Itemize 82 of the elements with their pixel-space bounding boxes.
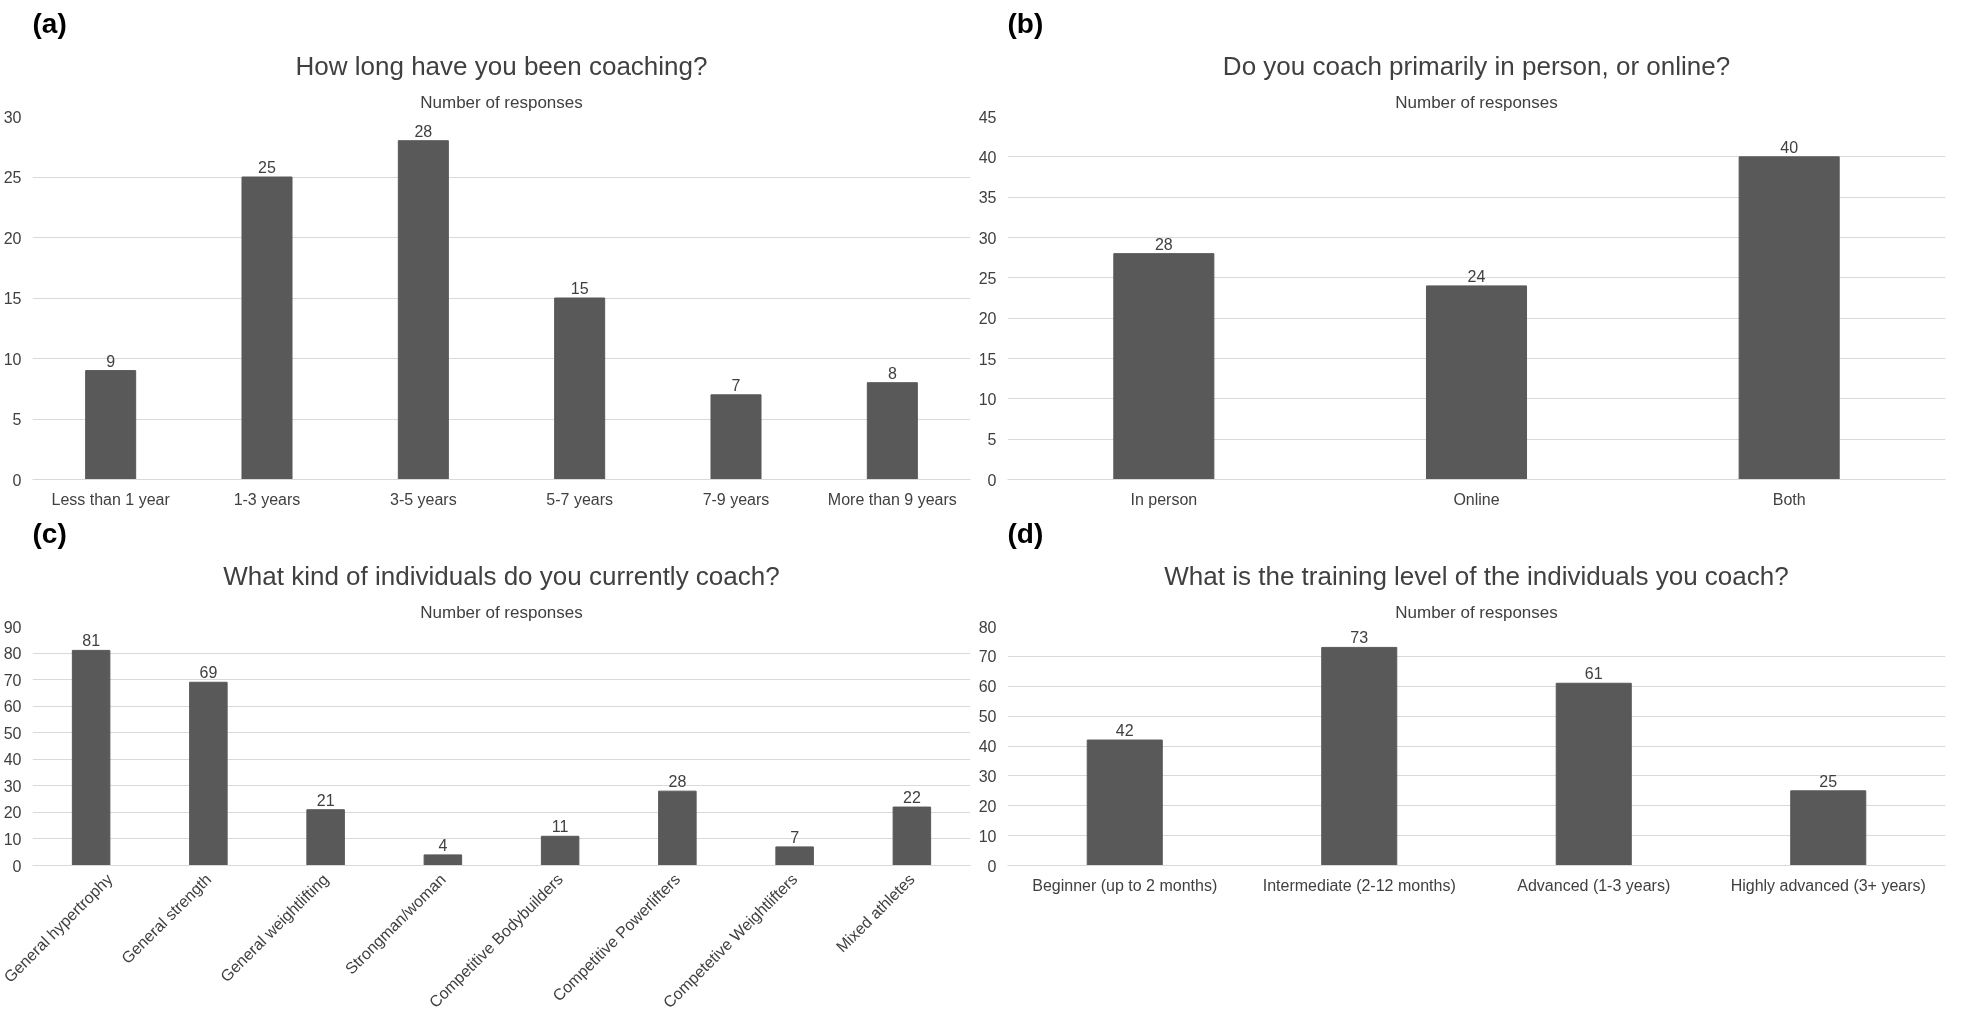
y-tick-label: 10 — [978, 827, 997, 845]
data-label: 24 — [1467, 267, 1486, 285]
y-tick-label: 35 — [978, 189, 997, 207]
y-tick-label: 45 — [978, 108, 997, 126]
x-tick-label: Intermediate (2-12 months) — [1262, 876, 1456, 894]
y-tick-label: 40 — [3, 751, 22, 769]
x-tick-label: Online — [1453, 490, 1500, 508]
text: (d) — [1007, 517, 1044, 549]
data-label: 40 — [1780, 138, 1799, 156]
data-label: 81 — [82, 632, 101, 650]
data-label: 28 — [414, 122, 433, 140]
data-label: 8 — [887, 364, 897, 382]
data-label: 21 — [316, 791, 335, 809]
data-label: 73 — [1350, 629, 1369, 647]
y-tick-label: 0 — [987, 471, 997, 489]
data-label: 28 — [668, 773, 687, 791]
x-tick-label: 7-9 years — [702, 490, 770, 508]
data-label: 42 — [1115, 722, 1134, 740]
y-tick-label: 0 — [12, 471, 22, 489]
y-tick-label: 50 — [978, 708, 997, 726]
y-tick-label: 20 — [3, 229, 22, 247]
chart-subtitle: Number of responses — [420, 92, 583, 112]
chart-subtitle: Number of responses — [420, 602, 583, 622]
y-tick-label: 50 — [3, 724, 22, 742]
chart-title: What kind of individuals do you currently coach? — [223, 560, 780, 591]
data-label: 25 — [258, 159, 276, 176]
x-tick-label: More than 9 years — [827, 490, 957, 508]
x-tick-label: Highly advanced (3+ years) — [1730, 876, 1926, 894]
data-label: 28 — [1154, 235, 1173, 253]
y-tick-label: 70 — [978, 648, 997, 666]
chart-subtitle: Number of responses — [1395, 602, 1558, 622]
y-tick-label: 0 — [987, 857, 997, 875]
x-tick-label: In person — [1130, 490, 1198, 508]
data-label: 15 — [570, 280, 589, 297]
text: (a) — [32, 7, 67, 39]
data-label: 22 — [902, 789, 921, 807]
x-tick-label: Less than 1 year — [51, 490, 171, 508]
chart-title: Do you coach primarily in person, or online? — [1222, 50, 1731, 81]
y-tick-label: 20 — [3, 804, 22, 822]
y-tick-label: 30 — [978, 229, 997, 247]
x-tick-label: Advanced (1-3 years) — [1517, 876, 1671, 894]
y-tick-label: 25 — [978, 269, 997, 287]
y-tick-label: 30 — [3, 108, 22, 126]
y-tick-label: 30 — [978, 767, 997, 785]
text: (c) — [32, 517, 67, 549]
data-label: 69 — [199, 664, 218, 682]
x-tick-label: 5-7 years — [546, 490, 614, 508]
y-tick-label: 80 — [978, 618, 997, 636]
chart-title: What is the training level of the individuals you coach? — [1164, 560, 1789, 591]
y-tick-label: 60 — [3, 698, 22, 716]
x-tick-label: Beginner (up to 2 months) — [1032, 876, 1218, 894]
data-label: 4 — [438, 836, 448, 854]
y-tick-label: 15 — [3, 290, 22, 307]
data-label: 61 — [1584, 665, 1603, 683]
y-tick-label: 5 — [987, 431, 997, 449]
y-tick-label: 40 — [978, 738, 997, 755]
x-tick-label: Both — [1772, 490, 1806, 508]
x-tick-label: 1-3 years — [233, 490, 301, 508]
y-tick-label: 20 — [978, 797, 997, 815]
y-tick-label: 20 — [978, 310, 997, 328]
y-tick-label: 60 — [978, 678, 997, 696]
x-tick-label: 3-5 years — [389, 490, 457, 508]
y-tick-label: 10 — [3, 350, 22, 368]
y-tick-label: 10 — [978, 390, 997, 408]
chart-title: How long have you been coaching? — [295, 50, 708, 81]
data-label: 9 — [106, 352, 116, 370]
chart-subtitle: Number of responses — [1395, 92, 1558, 112]
y-tick-label: 10 — [3, 830, 22, 848]
data-label: 11 — [551, 818, 569, 836]
y-tick-label: 5 — [12, 411, 22, 428]
data-label: 7 — [731, 376, 741, 394]
y-tick-label: 30 — [3, 777, 22, 795]
text: (b) — [1007, 7, 1044, 39]
data-label: 7 — [790, 828, 800, 846]
y-tick-label: 0 — [12, 857, 22, 875]
data-label: 25 — [1819, 772, 1838, 790]
y-tick-label: 90 — [3, 618, 22, 636]
y-tick-label: 70 — [3, 671, 22, 689]
y-tick-label: 25 — [3, 169, 22, 186]
y-tick-label: 40 — [978, 148, 997, 166]
y-tick-label: 80 — [3, 645, 22, 663]
y-tick-label: 15 — [978, 350, 997, 368]
